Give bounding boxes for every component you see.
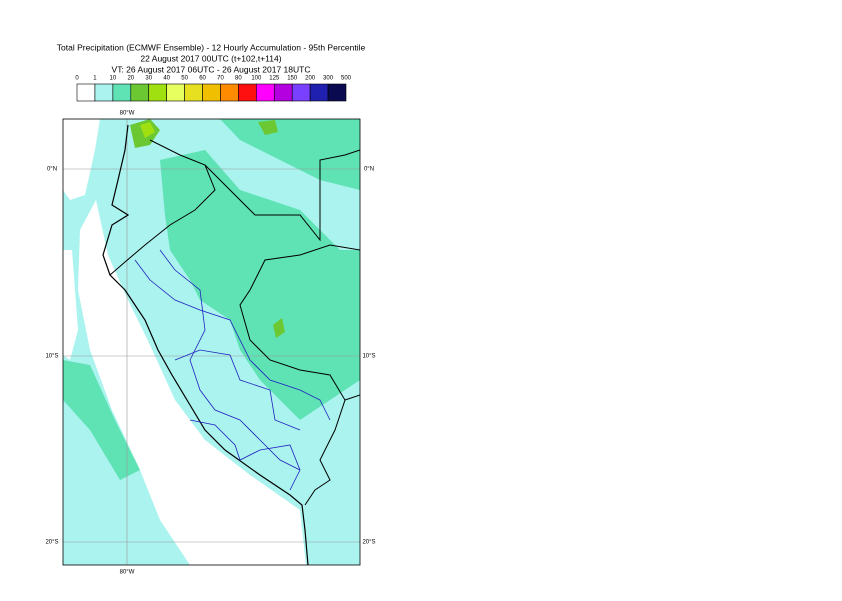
- legend-swatch: [148, 83, 167, 102]
- heavy-area: [140, 122, 155, 138]
- valid-time: VT: 26 August 2017 06UTC - 26 August 201…: [112, 64, 311, 74]
- lat-label: 20°S: [45, 540, 58, 546]
- legend-label: 150: [287, 76, 298, 82]
- dry-area: [78, 200, 306, 565]
- legend-label: 10: [110, 76, 117, 82]
- legend-swatch: [184, 83, 203, 102]
- legend-label: 50: [181, 76, 188, 82]
- region-border: [134, 259, 331, 421]
- wet-area: [63, 360, 140, 480]
- border: [239, 244, 360, 506]
- legend-label: 500: [341, 76, 352, 82]
- region-border: [174, 349, 301, 431]
- legend-label: 125: [269, 76, 280, 82]
- legend-label: 40: [163, 76, 170, 82]
- lat-labels: 0°N 0°N 10°S 10°S 20°S 20°S: [45, 167, 375, 546]
- lat-label: 0°N: [364, 167, 374, 173]
- dry-area: [63, 250, 78, 360]
- border: [109, 139, 216, 276]
- region-border: [189, 419, 301, 491]
- lat-label: 10°S: [45, 354, 58, 360]
- wet-area: [220, 119, 360, 190]
- legend-label: 60: [199, 76, 206, 82]
- legend-swatch: [273, 83, 293, 102]
- legend-label: 0: [75, 76, 79, 82]
- lon-label: 80°W: [120, 570, 135, 576]
- legend-swatch: [291, 83, 311, 102]
- coastline: [102, 124, 309, 565]
- map-frame: [62, 118, 361, 566]
- border: [204, 149, 360, 242]
- region-border: [159, 249, 301, 471]
- legend-label: 80: [235, 76, 242, 82]
- legend-swatch: [220, 83, 239, 102]
- legend: 0 1 10 20 30 40 50 60 70 80 100 125 150 200 300 500: [75, 76, 352, 102]
- legend-label: 70: [217, 76, 224, 82]
- legend-label: 20: [127, 76, 134, 82]
- title: Total Precipitation (ECMWF Ensemble) - 1…: [57, 42, 366, 52]
- legend-label: 30: [145, 76, 152, 82]
- base-time: 22 August 2017 00UTC (t+102,t+114): [140, 53, 281, 63]
- lat-label: 20°S: [362, 540, 375, 546]
- map: [63, 119, 360, 565]
- heavy-area: [273, 318, 285, 338]
- legend-swatch: [309, 83, 329, 102]
- legend-swatch: [76, 83, 96, 102]
- legend-label: 100: [251, 76, 262, 82]
- legend-label: 200: [305, 76, 316, 82]
- legend-swatch: [166, 83, 185, 102]
- dry-area: [63, 119, 100, 200]
- lon-label: 80°W: [120, 111, 135, 117]
- heavy-area: [258, 120, 278, 135]
- legend-label: 300: [323, 76, 334, 82]
- legend-swatch: [94, 83, 114, 102]
- lat-label: 10°S: [362, 354, 375, 360]
- legend-swatch: [130, 83, 150, 102]
- legend-label: 1: [93, 76, 97, 82]
- legend-swatch: [327, 83, 347, 102]
- lat-label: 0°N: [47, 167, 57, 173]
- legend-swatch: [112, 83, 132, 102]
- legend-swatch: [256, 83, 275, 102]
- legend-swatch: [238, 83, 257, 102]
- wet-area: [160, 150, 360, 420]
- legend-swatch: [202, 83, 221, 102]
- border: [344, 394, 360, 401]
